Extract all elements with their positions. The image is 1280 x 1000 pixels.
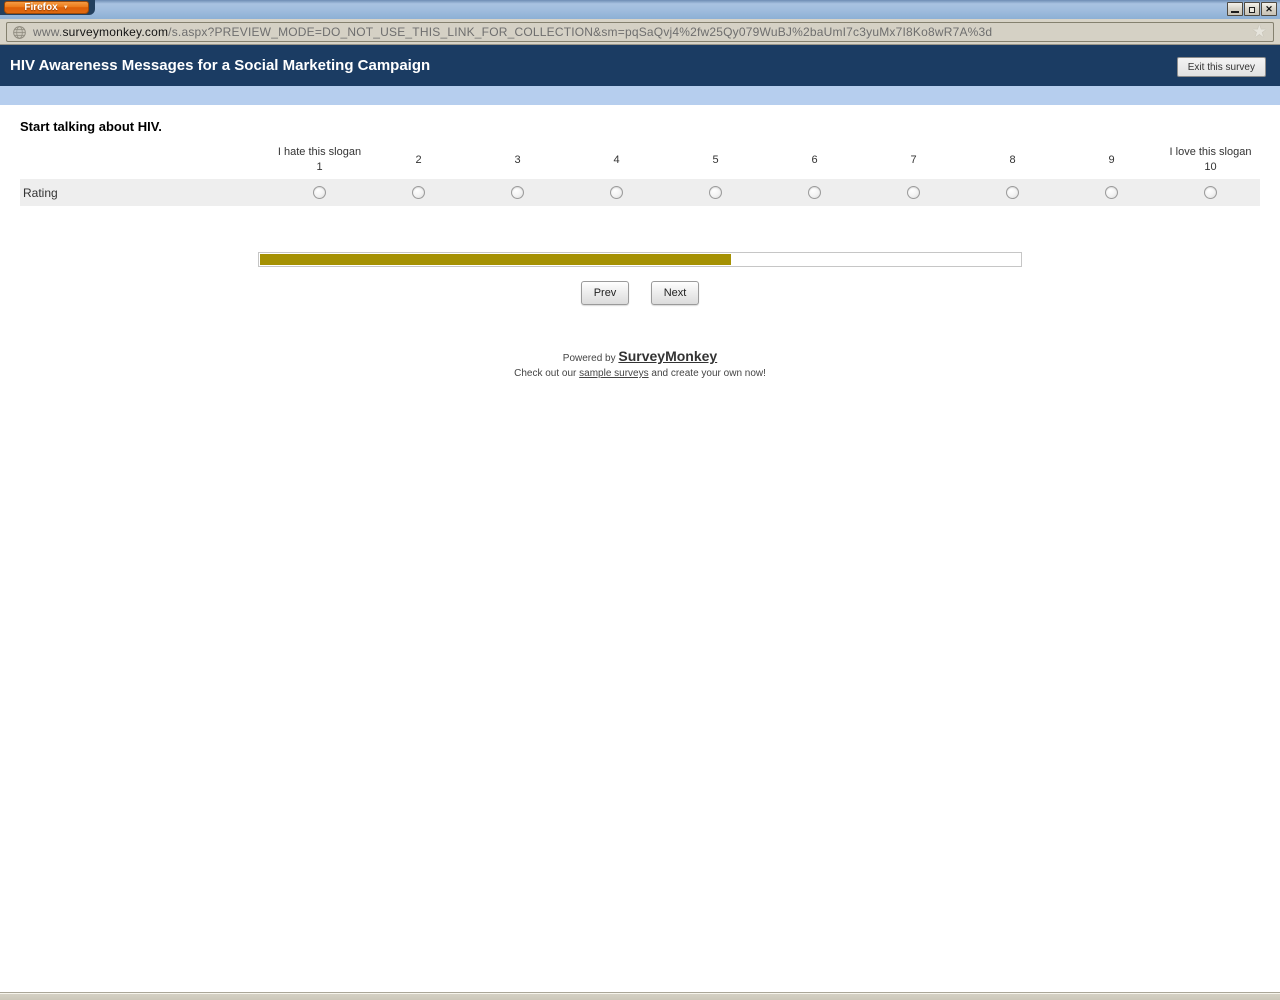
browser-urlbar-row: www.surveymonkey.com/s.aspx?PREVIEW_MODE… bbox=[0, 19, 1280, 45]
bookmark-star-icon[interactable] bbox=[1252, 22, 1267, 42]
scale-column-header-1: I hate this slogan 1 bbox=[277, 146, 362, 173]
rating-radio-cell-10 bbox=[1161, 186, 1260, 199]
rating-radio-9[interactable] bbox=[1105, 186, 1118, 199]
restore-button[interactable] bbox=[1244, 2, 1260, 16]
rating-radio-cell-9 bbox=[1062, 186, 1161, 199]
tagline-pre: Check out our bbox=[514, 368, 577, 379]
progress-bar bbox=[258, 252, 1022, 267]
survey-footer: Powered by SurveyMonkey Check out our sa… bbox=[0, 348, 1280, 379]
next-button[interactable]: Next bbox=[651, 281, 699, 305]
rating-radio-4[interactable] bbox=[610, 186, 623, 199]
rating-radio-cell-5 bbox=[666, 186, 765, 199]
rating-scale: I hate this slogan 1 2 3 4 5 6 7 8 9 I love this s… bbox=[20, 141, 1260, 206]
rating-radio-5[interactable] bbox=[709, 186, 722, 199]
globe-icon bbox=[13, 25, 26, 39]
scale-column-header-9: 9 bbox=[1108, 153, 1115, 166]
survey-nav-buttons: Prev Next bbox=[0, 281, 1280, 305]
scale-column-header-10: I love this slogan 10 bbox=[1169, 146, 1252, 173]
chevron-down-icon bbox=[63, 1, 69, 14]
survey-header: HIV Awareness Messages for a Social Mark… bbox=[0, 45, 1280, 86]
browser-statusbar bbox=[0, 992, 1280, 1000]
scale-header-row: I hate this slogan 1 2 3 4 5 6 7 8 9 I love this s… bbox=[20, 141, 1260, 179]
close-button[interactable] bbox=[1261, 2, 1277, 16]
rating-radio-cell-7 bbox=[864, 186, 963, 199]
rating-radio-cell-6 bbox=[765, 186, 864, 199]
restore-icon bbox=[1249, 5, 1259, 13]
rating-radio-cell-8 bbox=[963, 186, 1062, 199]
scale-column-header-7: 7 bbox=[910, 153, 917, 166]
rating-radio-cell-2 bbox=[369, 186, 468, 199]
rating-radio-10[interactable] bbox=[1204, 186, 1217, 199]
scale-column-header-6: 6 bbox=[811, 153, 818, 166]
rating-radio-cell-1 bbox=[270, 186, 369, 199]
scale-column-header-4: 4 bbox=[613, 153, 620, 166]
scale-header-spacer bbox=[20, 141, 270, 179]
prev-button[interactable]: Prev bbox=[581, 281, 629, 305]
scale-column-header-8: 8 bbox=[1009, 153, 1016, 166]
minimize-button[interactable] bbox=[1227, 2, 1243, 16]
rating-radio-1[interactable] bbox=[313, 186, 326, 199]
window-controls bbox=[1227, 2, 1277, 16]
scale-column-header-3: 3 bbox=[514, 153, 521, 166]
rating-radio-cell-4 bbox=[567, 186, 666, 199]
rating-radio-8[interactable] bbox=[1006, 186, 1019, 199]
browser-titlebar: Firefox bbox=[0, 0, 1280, 19]
rating-row-label: Rating bbox=[23, 185, 58, 200]
rating-radio-2[interactable] bbox=[412, 186, 425, 199]
rating-radio-cell-3 bbox=[468, 186, 567, 199]
scale-column-header-5: 5 bbox=[712, 153, 719, 166]
surveymonkey-link[interactable]: SurveyMonkey bbox=[618, 348, 718, 364]
exit-survey-button[interactable]: Exit this survey bbox=[1176, 57, 1266, 77]
powered-by-label: Powered by bbox=[562, 353, 616, 364]
rating-radio-3[interactable] bbox=[511, 186, 524, 199]
progress-fill bbox=[260, 254, 732, 265]
url-text: www.surveymonkey.com/s.aspx?PREVIEW_MODE… bbox=[33, 25, 993, 39]
firefox-menu-button[interactable]: Firefox bbox=[4, 1, 89, 14]
rating-radio-7[interactable] bbox=[907, 186, 920, 199]
header-accent-band bbox=[0, 86, 1280, 105]
minimize-icon bbox=[1231, 11, 1239, 13]
sample-surveys-link[interactable]: sample surveys bbox=[579, 368, 649, 379]
url-input[interactable]: www.surveymonkey.com/s.aspx?PREVIEW_MODE… bbox=[6, 22, 1274, 42]
rating-radio-6[interactable] bbox=[808, 186, 821, 199]
survey-title: HIV Awareness Messages for a Social Mark… bbox=[10, 57, 431, 74]
tagline-post: and create your own now! bbox=[651, 368, 766, 379]
firefox-menu-label: Firefox bbox=[24, 2, 58, 13]
question-title: Start talking about HIV. bbox=[20, 119, 162, 134]
scale-column-header-2: 2 bbox=[415, 153, 422, 166]
rating-row: Rating bbox=[20, 179, 1260, 206]
